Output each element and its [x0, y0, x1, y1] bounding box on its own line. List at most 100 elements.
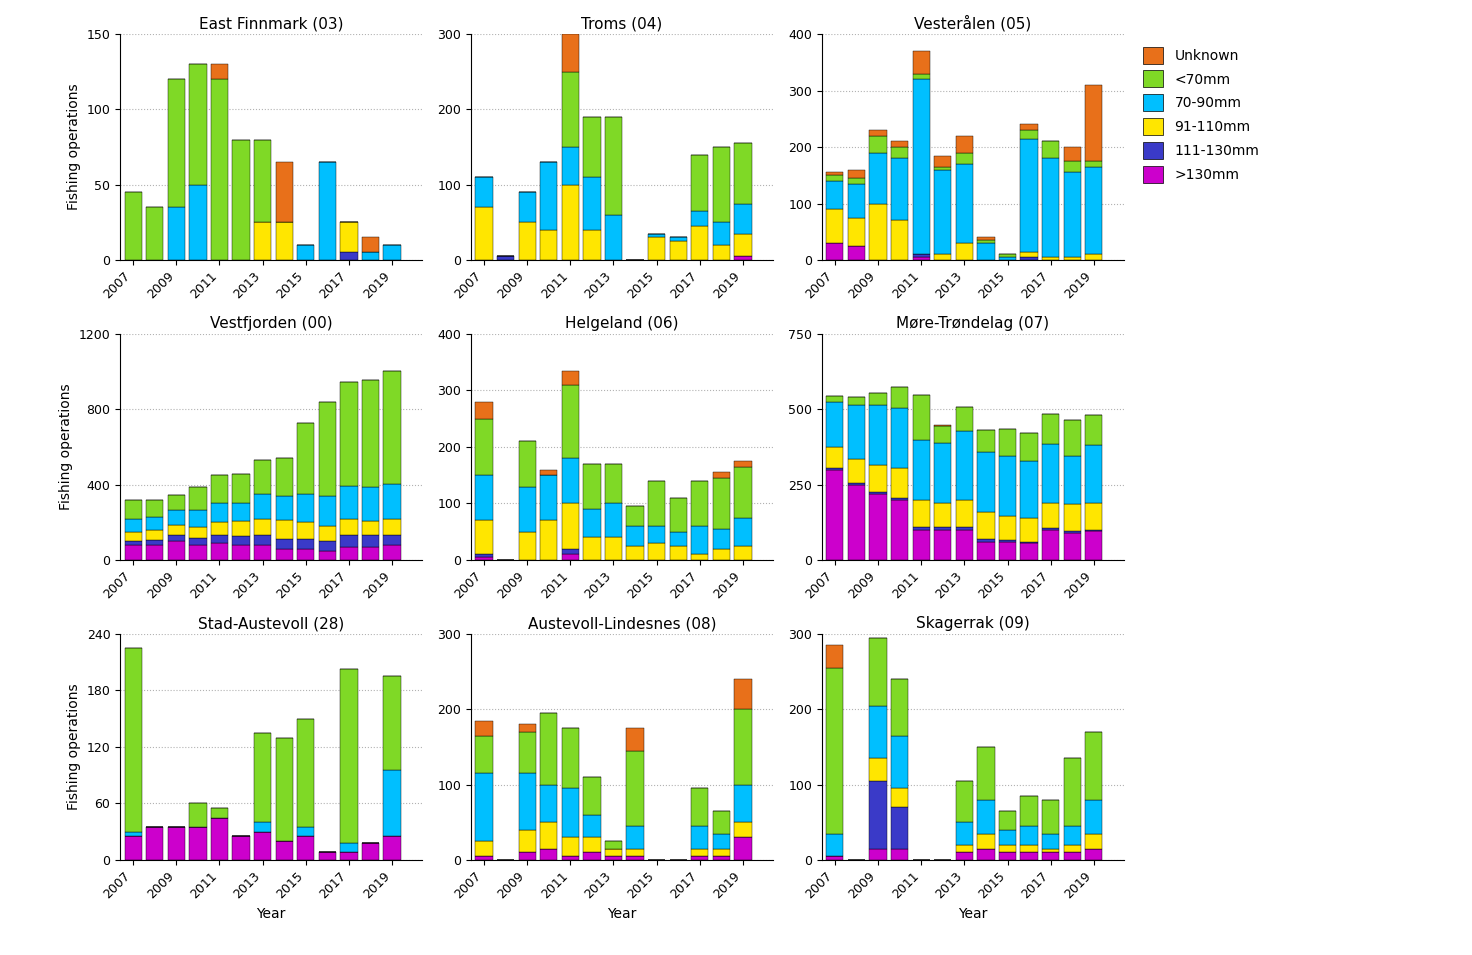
Bar — [125, 545, 141, 560]
Bar — [1020, 130, 1038, 138]
Bar — [190, 803, 206, 827]
Bar — [826, 834, 843, 856]
Bar — [913, 527, 930, 530]
Bar — [1020, 826, 1038, 845]
Bar — [210, 536, 228, 543]
Bar — [870, 849, 886, 860]
Bar — [125, 192, 141, 260]
Bar — [977, 238, 995, 241]
Bar — [583, 853, 601, 860]
Bar — [125, 832, 141, 837]
X-axis label: Year: Year — [958, 907, 988, 921]
Bar — [583, 464, 601, 509]
Bar — [518, 774, 536, 830]
Bar — [870, 203, 886, 260]
Bar — [1064, 845, 1080, 853]
Bar — [955, 845, 973, 853]
Bar — [913, 257, 930, 260]
Bar — [562, 458, 578, 503]
Bar — [735, 679, 752, 710]
Bar — [692, 481, 708, 526]
Bar — [712, 549, 730, 560]
Bar — [1085, 415, 1103, 445]
Bar — [1064, 504, 1080, 531]
Bar — [605, 215, 623, 260]
Bar — [384, 371, 400, 483]
Bar — [1020, 251, 1038, 257]
Bar — [935, 530, 951, 560]
Bar — [518, 223, 536, 260]
Bar — [1085, 834, 1103, 849]
Bar — [340, 668, 358, 843]
Bar — [670, 238, 687, 242]
Bar — [735, 256, 752, 260]
Bar — [891, 221, 908, 260]
Bar — [891, 387, 908, 408]
Bar — [826, 173, 843, 176]
Bar — [955, 530, 973, 560]
Bar — [1064, 853, 1080, 860]
Bar — [340, 223, 358, 252]
Bar — [190, 539, 206, 545]
Bar — [848, 183, 866, 218]
Bar — [870, 136, 886, 153]
Bar — [125, 519, 141, 532]
Bar — [692, 211, 708, 226]
Bar — [735, 710, 752, 785]
Bar — [1042, 502, 1060, 528]
Bar — [627, 546, 643, 560]
Bar — [562, 838, 578, 856]
Y-axis label: Fishing operations: Fishing operations — [59, 384, 74, 510]
Bar — [562, 72, 578, 147]
Bar — [233, 537, 250, 545]
Bar — [891, 807, 908, 849]
Bar — [692, 856, 708, 860]
Bar — [275, 540, 293, 549]
Bar — [562, 371, 578, 385]
Bar — [1042, 849, 1060, 853]
Bar — [977, 747, 995, 799]
Bar — [275, 223, 293, 260]
Bar — [168, 495, 185, 510]
Bar — [210, 522, 228, 536]
Bar — [384, 520, 400, 535]
Bar — [955, 164, 973, 244]
Bar — [1020, 853, 1038, 860]
Bar — [648, 526, 665, 543]
Bar — [583, 538, 601, 560]
Bar — [168, 79, 185, 207]
Bar — [627, 728, 643, 751]
Bar — [255, 822, 271, 832]
Bar — [146, 545, 163, 560]
Bar — [935, 254, 951, 260]
Bar — [297, 549, 315, 560]
Bar — [1042, 257, 1060, 260]
Bar — [1064, 173, 1080, 257]
Bar — [297, 827, 315, 837]
Bar — [826, 395, 843, 402]
Bar — [913, 500, 930, 527]
Bar — [999, 254, 1016, 257]
Title: Vestfjorden (00): Vestfjorden (00) — [210, 316, 333, 331]
Title: Skagerrak (09): Skagerrak (09) — [916, 616, 1030, 631]
Bar — [692, 226, 708, 260]
Bar — [605, 849, 623, 856]
Bar — [583, 230, 601, 260]
Bar — [1064, 531, 1080, 533]
Bar — [848, 178, 866, 183]
Bar — [384, 676, 400, 771]
Bar — [233, 139, 250, 260]
Bar — [146, 499, 163, 517]
Bar — [1042, 414, 1060, 444]
Bar — [1085, 85, 1103, 161]
Bar — [475, 554, 493, 557]
Bar — [1085, 167, 1103, 254]
Bar — [1064, 161, 1080, 173]
Bar — [1020, 460, 1038, 518]
Bar — [562, 503, 578, 549]
Bar — [540, 162, 558, 230]
Bar — [913, 530, 930, 560]
Bar — [826, 668, 843, 834]
Bar — [540, 230, 558, 260]
Bar — [255, 223, 271, 260]
